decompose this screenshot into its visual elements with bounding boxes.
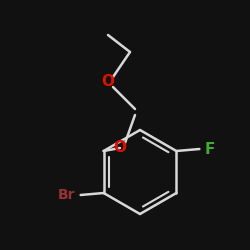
Text: O: O (114, 140, 126, 156)
Text: Br: Br (58, 188, 76, 202)
Text: F: F (204, 142, 215, 156)
Text: O: O (102, 74, 114, 90)
